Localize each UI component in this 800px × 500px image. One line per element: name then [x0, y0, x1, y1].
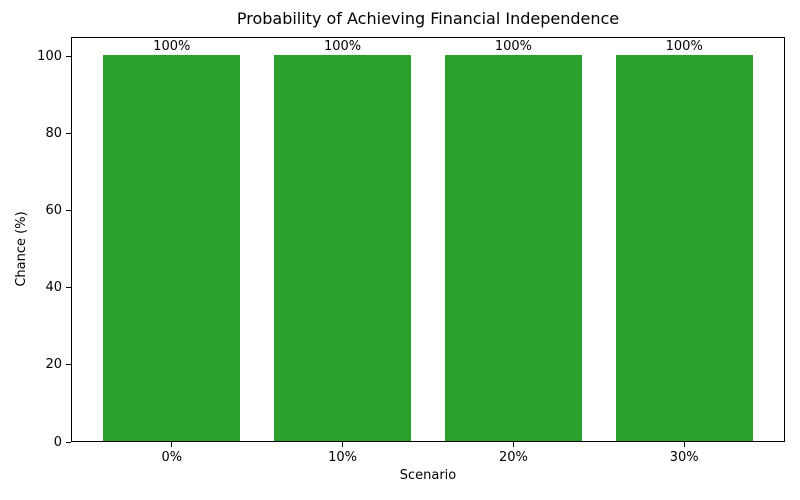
chart-title: Probability of Achieving Financial Indep…	[236, 9, 620, 28]
y-tick-mark	[66, 441, 71, 443]
x-tick-label: 0%	[161, 450, 183, 465]
bar-value-label: 100%	[323, 39, 362, 55]
x-tick-mark	[171, 442, 173, 447]
y-tick-mark	[66, 55, 71, 57]
bar-value-label: 100%	[494, 39, 532, 55]
bar	[445, 55, 582, 441]
y-tick-label: 40	[45, 280, 62, 296]
x-tick-mark	[342, 442, 344, 447]
plot-area	[71, 37, 785, 442]
y-tick-label: 20	[45, 357, 62, 373]
y-axis-label: Chance (%)	[14, 211, 29, 287]
bar-value-label: 100%	[665, 39, 703, 55]
bar-value-label: 100%	[153, 39, 191, 55]
bar	[274, 55, 411, 441]
x-axis-label: Scenario	[399, 468, 457, 483]
y-tick-label: 80	[45, 125, 62, 141]
y-tick-mark	[66, 287, 71, 289]
bar	[615, 55, 753, 441]
x-tick-mark	[683, 442, 685, 447]
y-tick-label: 60	[45, 203, 62, 219]
y-tick-label: 100	[37, 48, 62, 64]
x-tick-label: 30%	[669, 450, 699, 465]
x-tick-mark	[512, 442, 514, 447]
x-tick-label: 20%	[498, 450, 528, 465]
x-tick-label: 10%	[328, 450, 358, 465]
y-tick-label: 0	[53, 434, 62, 450]
y-tick-mark	[66, 364, 71, 366]
y-tick-mark	[66, 210, 71, 212]
y-tick-mark	[66, 132, 71, 134]
bar	[103, 55, 241, 441]
